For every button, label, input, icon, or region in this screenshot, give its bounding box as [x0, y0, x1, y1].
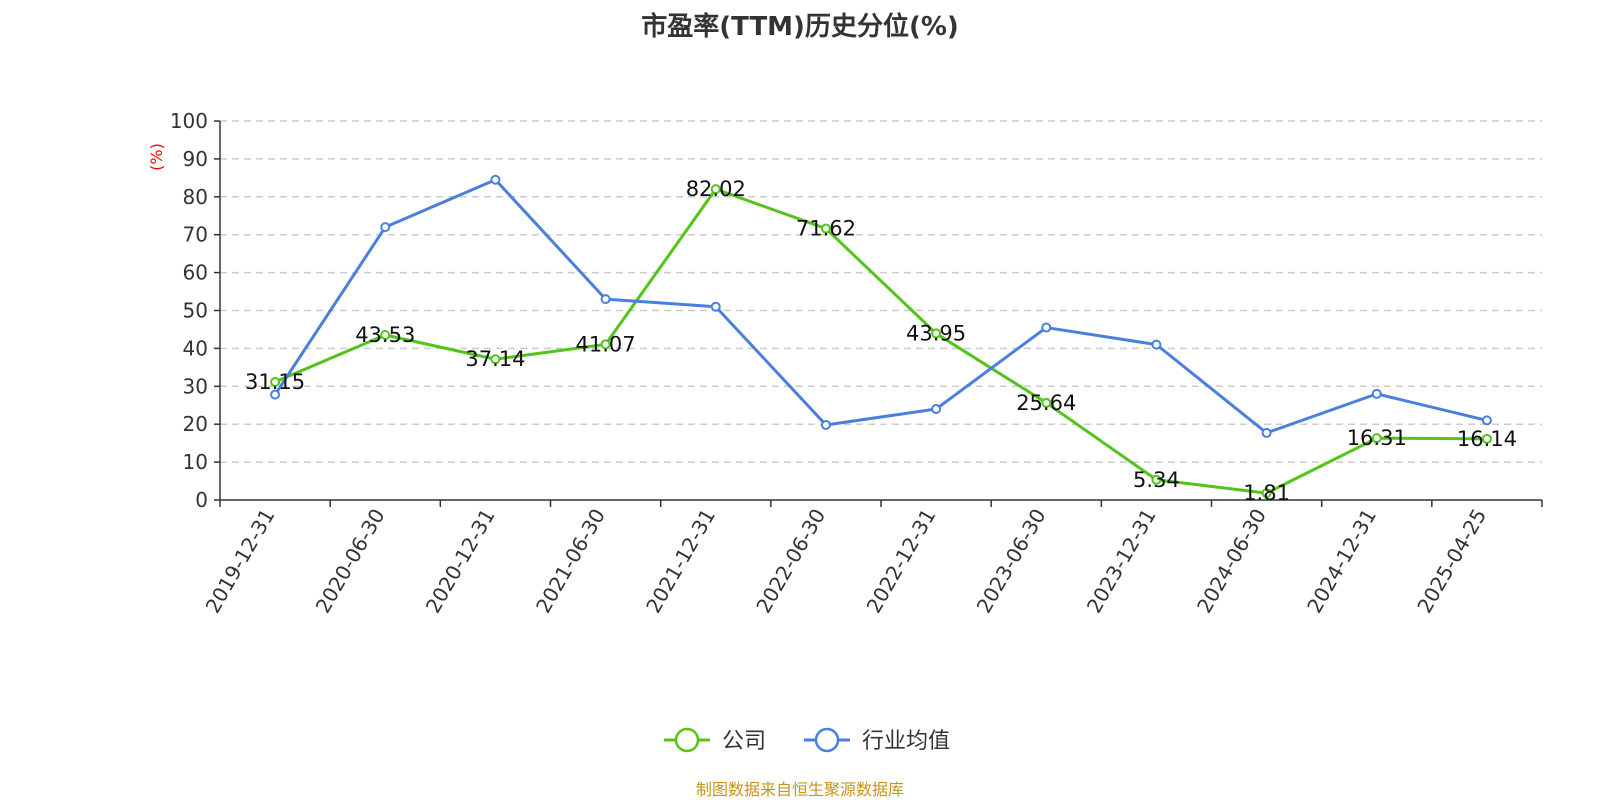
- series-0-point: [1371, 433, 1382, 444]
- data-label: 41.07: [576, 332, 636, 356]
- data-label: 43.95: [906, 321, 966, 345]
- series-0-point: [1041, 397, 1052, 408]
- chart-title: 市盈率(TTM)历史分位(%): [641, 12, 959, 42]
- axes: 0 10 20 30 40 50 60 70 80 90 100 2019-12-31 2020-06-…: [170, 109, 1543, 618]
- series-1-point: [931, 404, 942, 415]
- data-labels: 31.15 43.53 37.14 41.07 82.02 71.62 43.95 25.64…: [245, 177, 1517, 505]
- gridlines: [220, 120, 1542, 463]
- series-0-point: [490, 354, 501, 365]
- x-tick-label: 2023-12-31: [1082, 505, 1161, 618]
- series-0-point: [600, 339, 611, 350]
- x-tick-label: 2020-06-30: [311, 505, 390, 618]
- series-1-point: [1371, 388, 1382, 399]
- data-label: 43.53: [355, 323, 415, 347]
- x-tick-label: 2022-12-31: [862, 504, 941, 617]
- series-line-0: [274, 187, 1487, 495]
- series-0-point: [1481, 433, 1492, 444]
- series-1-point: [1151, 339, 1162, 350]
- x-tick-label: 2021-12-31: [641, 505, 720, 618]
- series-line-1: [273, 178, 1488, 435]
- series-1-point: [710, 301, 721, 312]
- y-axis-title: (%): [147, 143, 166, 171]
- x-tick-label: 2024-12-31: [1302, 505, 1381, 618]
- series-1-point: [600, 294, 611, 305]
- data-label: 82.02: [686, 177, 746, 201]
- x-tick-label: 2022-06-30: [751, 505, 830, 618]
- series-0-point: [820, 223, 831, 234]
- series-0-point: [710, 184, 721, 195]
- x-tick-label: 2024-06-30: [1192, 505, 1271, 618]
- y-tick-label: 100: [170, 109, 208, 133]
- series-1-point: [1041, 322, 1052, 333]
- y-tick-label: 0: [195, 488, 208, 512]
- legend: 公司 行业均值: [664, 727, 950, 754]
- data-label: 71.62: [796, 217, 856, 241]
- series-1-point: [380, 222, 391, 233]
- y-tick-label: 60: [183, 261, 208, 285]
- series-1-point: [490, 174, 501, 185]
- x-tick-label: 2025-04-25: [1412, 505, 1491, 618]
- series-0-point: [380, 330, 391, 341]
- source-note: 制图数据来自恒生聚源数据库: [695, 780, 904, 799]
- data-label: 25.64: [1016, 391, 1076, 415]
- legend-label: 公司: [722, 729, 766, 754]
- data-label: 31.15: [245, 370, 305, 394]
- y-tick-label: 80: [183, 185, 208, 209]
- legend-swatch-marker: [814, 727, 840, 753]
- legend-item-1[interactable]: 行业均值: [804, 727, 950, 754]
- data-label: 37.14: [465, 347, 525, 371]
- series-1-point: [820, 419, 831, 430]
- data-label: 5.34: [1133, 468, 1180, 492]
- series-0-point: [931, 328, 942, 339]
- x-tick-label: 2021-06-30: [531, 505, 610, 618]
- y-tick-label: 90: [183, 147, 208, 171]
- y-tick-label: 30: [183, 374, 208, 398]
- data-label: 16.14: [1457, 427, 1517, 451]
- data-label: 16.31: [1347, 426, 1407, 450]
- legend-label: 行业均值: [862, 729, 950, 754]
- y-tick-label: 40: [183, 336, 208, 360]
- legend-item-0[interactable]: 公司: [664, 727, 766, 754]
- data-label: 1.81: [1243, 481, 1290, 505]
- series: [270, 174, 1492, 499]
- x-tick-label: 2023-06-30: [972, 505, 1051, 618]
- legend-swatch-marker: [674, 727, 700, 753]
- y-tick-label: 70: [183, 223, 208, 247]
- x-tick-label: 2019-12-31: [201, 505, 280, 618]
- y-tick-label: 10: [183, 450, 208, 474]
- series-0-point: [270, 376, 281, 387]
- series-1-point: [270, 389, 281, 400]
- y-tick-label: 50: [183, 299, 208, 323]
- x-tick-label: 2020-12-31: [421, 504, 500, 617]
- series-0-point: [1261, 488, 1272, 499]
- series-1-point: [1481, 415, 1492, 426]
- series-0-point: [1151, 474, 1162, 485]
- series-1-point: [1261, 427, 1272, 438]
- y-tick-label: 20: [183, 412, 208, 436]
